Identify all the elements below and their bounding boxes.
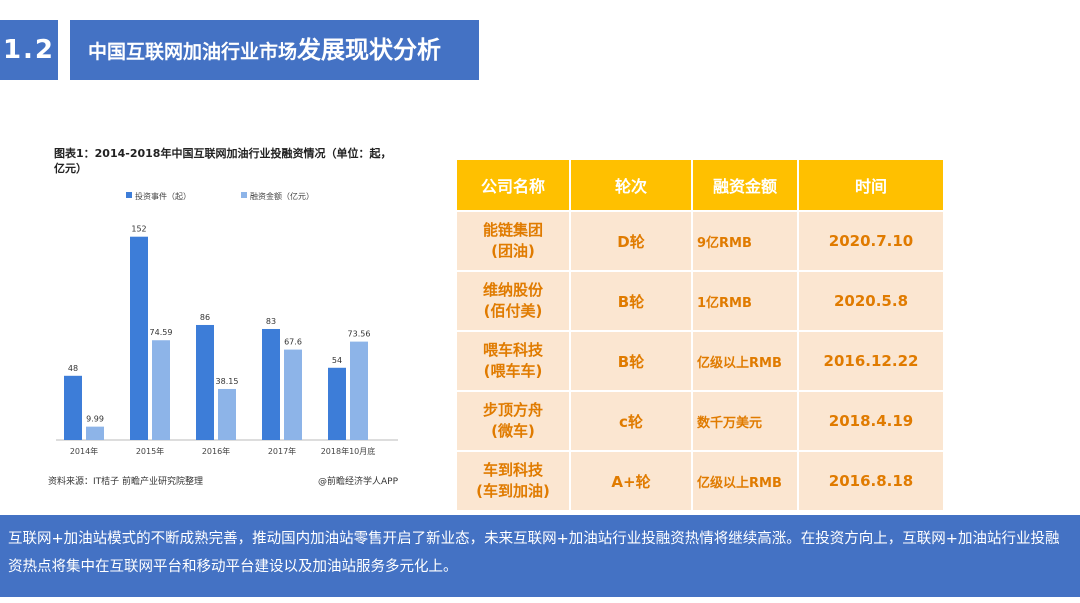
amount: 1亿RMB (693, 272, 797, 330)
bar (350, 341, 368, 440)
section-title-part2: 发展现状分析 (297, 36, 442, 64)
legend-swatch (126, 192, 132, 198)
company-name: 维纳股份 (佰付美) (457, 272, 569, 330)
bar (64, 375, 82, 440)
time: 2016.8.18 (799, 452, 943, 510)
section-number: 1.2 (0, 20, 58, 80)
company-name: 步顶方舟 (微车) (457, 392, 569, 450)
bar (262, 328, 280, 440)
data-label: 38.15 (216, 377, 239, 386)
bar (130, 236, 148, 440)
amount: 数千万美元 (693, 392, 797, 450)
data-label: 9.99 (86, 415, 104, 424)
category-label: 2016年 (202, 446, 230, 456)
amount: 亿级以上RMB (693, 452, 797, 510)
header-company: 公司名称 (457, 160, 569, 210)
table-header-row: 公司名称 轮次 融资金额 时间 (457, 160, 943, 210)
chart-title: 图表1：2014-2018年中国互联网加油行业投融资情况（单位：起，亿元） (54, 147, 392, 175)
time: 2016.12.22 (799, 332, 943, 390)
round: D轮 (571, 212, 691, 270)
company-name: 车到科技 (车到加油) (457, 452, 569, 510)
round: B轮 (571, 272, 691, 330)
funding-table: 公司名称 轮次 融资金额 时间 能链集团 (团油) D轮 9亿RMB 2020.7… (455, 158, 945, 512)
category-label: 2018年10月底 (321, 446, 376, 456)
table-row: 喂车科技 (喂车车) B轮 亿级以上RMB 2016.12.22 (457, 332, 943, 390)
company-name: 喂车科技 (喂车车) (457, 332, 569, 390)
bar (328, 367, 346, 440)
data-label: 86 (200, 313, 210, 322)
table-row: 能链集团 (团油) D轮 9亿RMB 2020.7.10 (457, 212, 943, 270)
category-label: 2015年 (136, 446, 164, 456)
time: 2020.7.10 (799, 212, 943, 270)
legend-swatch (241, 192, 247, 198)
table-row: 维纳股份 (佰付美) B轮 1亿RMB 2020.5.8 (457, 272, 943, 330)
summary-text: 互联网+加油站模式的不断成熟完善，推动国内加油站零售开启了新业态，未来互联网+加… (0, 515, 1080, 597)
table-row: 车到科技 (车到加油) A+轮 亿级以上RMB 2016.8.18 (457, 452, 943, 510)
data-label: 83 (266, 317, 276, 326)
header-amount: 融资金额 (693, 160, 797, 210)
company-name: 能链集团 (团油) (457, 212, 569, 270)
data-label: 67.6 (284, 338, 302, 347)
bar (86, 426, 104, 440)
data-label: 54 (332, 356, 342, 365)
bar (218, 388, 236, 440)
bar (284, 349, 302, 440)
round: A+轮 (571, 452, 691, 510)
amount: 亿级以上RMB (693, 332, 797, 390)
category-label: 2017年 (268, 446, 296, 456)
header-round: 轮次 (571, 160, 691, 210)
category-label: 2014年 (70, 446, 98, 456)
header-time: 时间 (799, 160, 943, 210)
chart-app-credit: @前瞻经济学人APP (317, 477, 398, 487)
legend-label: 投资事件（起） (135, 191, 191, 201)
round: c轮 (571, 392, 691, 450)
data-label: 152 (131, 225, 146, 234)
data-label: 48 (68, 364, 78, 373)
bar (152, 340, 170, 440)
chart-source: 资料来源：IT桔子 前瞻产业研究院整理 (48, 477, 204, 487)
section-title-part1: 中国互联网加油行业市场 (88, 41, 298, 63)
data-label: 74.59 (150, 328, 173, 337)
investment-chart: 图表1：2014-2018年中国互联网加油行业投融资情况（单位：起，亿元） 投资… (48, 140, 408, 490)
amount: 9亿RMB (693, 212, 797, 270)
time: 2020.5.8 (799, 272, 943, 330)
table-row: 步顶方舟 (微车) c轮 数千万美元 2018.4.19 (457, 392, 943, 450)
legend-label: 融资金额（亿元） (250, 191, 314, 201)
round: B轮 (571, 332, 691, 390)
chart-svg: 投资事件（起） 融资金额（亿元） 48 9.99 2014年 152 74.59 2015年 8… (56, 191, 398, 456)
bar (196, 324, 214, 440)
data-label: 73.56 (348, 330, 371, 339)
section-title: 中国互联网加油行业市场发展现状分析 (70, 20, 479, 80)
time: 2018.4.19 (799, 392, 943, 450)
